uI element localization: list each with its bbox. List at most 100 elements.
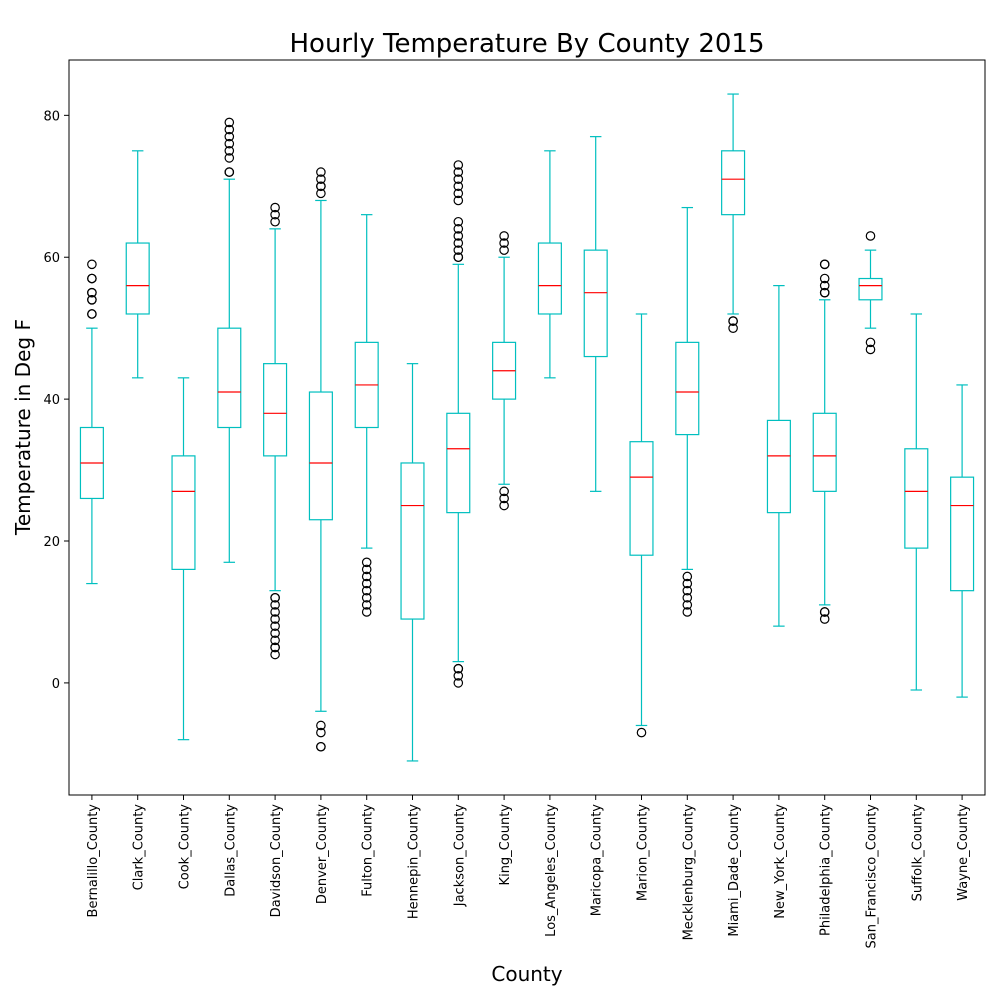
outlier-point: [361, 564, 372, 575]
outlier-point: [453, 252, 464, 263]
box: [263, 363, 288, 457]
outlier-point: [270, 202, 280, 213]
outlier-point: [682, 578, 693, 589]
x-tick-label: Jackson_County: [452, 804, 467, 908]
outlier-point: [453, 216, 464, 227]
outlier-point: [361, 585, 372, 596]
outlier-point: [87, 273, 97, 284]
outlier-point: [865, 231, 876, 241]
outlier-point: [87, 309, 97, 319]
box: [675, 341, 700, 436]
outlier-point: [865, 344, 876, 355]
outlier-point: [270, 614, 280, 624]
outlier-point: [819, 280, 830, 291]
outlier-point: [361, 607, 372, 617]
outlier-point: [865, 337, 876, 348]
outlier-point: [224, 146, 235, 156]
outlier-point: [224, 124, 235, 135]
outlier-point: [87, 287, 97, 298]
outlier-point: [361, 592, 372, 603]
outlier-point: [499, 500, 509, 511]
outlier-point: [270, 592, 280, 603]
outlier-point: [453, 160, 464, 170]
x-tick-label: Los_Angeles_County: [544, 804, 559, 937]
outlier-point: [453, 671, 464, 681]
x-tick-label: Mecklenburg_County: [681, 804, 696, 941]
outlier-point: [819, 287, 830, 298]
x-tick-label: Marion_County: [636, 804, 651, 901]
box: [629, 441, 654, 556]
outlier-point: [316, 174, 326, 184]
outlier-point: [728, 323, 738, 333]
outlier-point: [819, 607, 830, 617]
outlier-point: [682, 607, 693, 617]
outlier-point: [499, 486, 509, 497]
outlier-point: [499, 238, 509, 248]
box: [812, 412, 837, 492]
y-tick-label: 20: [43, 535, 60, 550]
x-tick-label: Fulton_County: [361, 804, 376, 897]
outlier-point: [453, 663, 464, 674]
plot-frame: [68, 59, 986, 796]
y-tick-label: 40: [43, 393, 60, 408]
outlier-point: [453, 224, 464, 234]
box: [721, 150, 746, 216]
outlier-point: [682, 571, 693, 582]
x-tick-label: Bernalillo_County: [86, 804, 101, 918]
x-tick-label: New_York_County: [773, 804, 788, 919]
x-tick-label: Davidson_County: [269, 804, 284, 918]
y-axis-label: Temperature in Deg F: [11, 319, 35, 536]
outlier-point: [224, 131, 235, 142]
box: [446, 412, 471, 514]
outlier-point: [316, 167, 326, 177]
outlier-point: [819, 259, 830, 270]
outlier-point: [361, 557, 372, 568]
outlier-point: [499, 231, 509, 241]
box: [950, 476, 975, 592]
outlier-point: [270, 628, 280, 639]
x-tick-label: Denver_County: [315, 804, 330, 904]
outlier-point: [270, 649, 280, 660]
outlier-point: [361, 571, 372, 582]
outlier-point: [499, 245, 509, 255]
outlier-point: [316, 727, 326, 738]
box: [171, 455, 196, 570]
outlier-point: [224, 117, 235, 128]
box: [537, 242, 562, 315]
x-tick-label: King_County: [498, 804, 513, 886]
outlier-point: [224, 167, 235, 177]
outlier-point: [316, 720, 326, 731]
box: [125, 242, 150, 315]
y-tick-label: 80: [43, 109, 60, 124]
x-tick-label: Cook_County: [178, 804, 193, 890]
chart-title: Hourly Temperature By County 2015: [290, 29, 765, 59]
outlier-point: [453, 174, 464, 184]
outlier-point: [87, 294, 97, 305]
x-tick-label: Wayne_County: [956, 804, 971, 901]
outlier-point: [682, 592, 693, 603]
box: [904, 448, 929, 549]
box: [308, 391, 333, 521]
outlier-point: [270, 642, 280, 653]
x-tick-label: Miami_Dade_County: [727, 804, 742, 937]
outlier-point: [636, 727, 647, 738]
box: [858, 277, 883, 301]
outlier-point: [270, 216, 280, 227]
outlier-point: [316, 188, 326, 199]
outlier-point: [453, 188, 464, 199]
y-tick-label: 0: [52, 677, 60, 692]
outlier-point: [270, 209, 280, 220]
outlier-point: [361, 578, 372, 589]
outlier-point: [453, 678, 464, 688]
outlier-point: [728, 316, 738, 326]
x-tick-label: San_Francisco_County: [865, 804, 880, 949]
outlier-point: [224, 138, 235, 149]
outlier-point: [682, 585, 693, 596]
box: [217, 327, 242, 429]
outlier-point: [453, 167, 464, 177]
x-axis-label: County: [491, 962, 562, 986]
outlier-point: [270, 635, 280, 646]
outlier-point: [682, 600, 693, 610]
